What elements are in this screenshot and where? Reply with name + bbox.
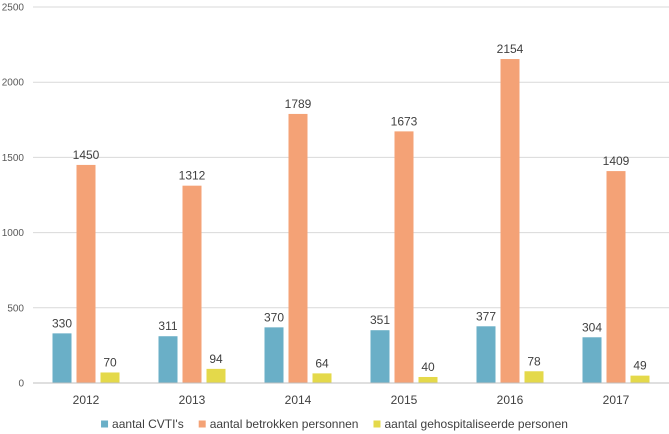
legend-swatch [373,420,381,428]
bar [312,373,332,383]
legend: aantal CVTI's aantal betrokken personnen a… [101,417,568,431]
bar [394,131,414,383]
bar [158,336,178,383]
data-label: 2154 [497,42,524,56]
bar [264,327,284,383]
y-tick-label: 1500 [2,153,25,164]
bar [206,368,226,383]
data-label: 1312 [179,169,206,183]
bar [500,59,520,384]
data-label: 1409 [603,154,630,168]
legend-swatch [198,420,206,428]
data-label: 94 [209,352,223,366]
y-axis: 0 500 1000 1500 2000 2500 [2,3,25,390]
data-label: 377 [476,309,496,323]
bar [606,171,626,383]
x-axis: 2012 2013 2014 2015 2016 2017 [33,382,669,407]
data-label: 64 [315,356,329,370]
bar [582,337,602,383]
y-tick-label: 0 [18,379,24,390]
y-tick-label: 500 [7,303,24,314]
data-label: 311 [158,319,177,333]
data-label: 1789 [285,97,312,111]
bar [524,371,544,383]
data-label: 1450 [73,148,100,162]
data-label: 304 [582,320,602,334]
legend-label: aantal gehospitaliseerde personen [384,417,567,431]
bar [52,333,72,383]
bar [100,372,120,383]
bar [476,326,496,383]
bar [630,375,650,383]
x-tick-label: 2012 [73,393,100,407]
bar [418,376,438,383]
bar [370,330,390,383]
data-label: 78 [527,354,541,368]
legend-swatch [101,420,109,428]
bars: 330 1450 70 311 1312 94 370 1789 64 351 1673 40 377 2… [52,42,650,384]
y-tick-label: 1000 [2,228,25,239]
bar [182,185,202,383]
x-tick-label: 2013 [179,393,206,407]
data-label: 351 [370,313,390,327]
y-tick-label: 2000 [2,78,25,89]
legend-label: aantal betrokken personnen [210,417,359,431]
x-tick-label: 2017 [603,393,630,407]
legend-label: aantal CVTI's [112,417,184,431]
y-tick-label: 2500 [2,3,25,14]
data-label: 370 [264,310,284,324]
x-tick-label: 2014 [285,393,312,407]
data-label: 40 [421,360,435,374]
x-tick-label: 2016 [497,393,524,407]
gridlines [33,6,669,309]
data-label: 49 [633,359,647,373]
data-label: 330 [52,316,72,330]
x-tick-label: 2015 [391,393,418,407]
bar [76,164,96,383]
data-label: 70 [103,355,117,369]
data-label: 1673 [391,114,418,128]
bar [288,113,308,384]
